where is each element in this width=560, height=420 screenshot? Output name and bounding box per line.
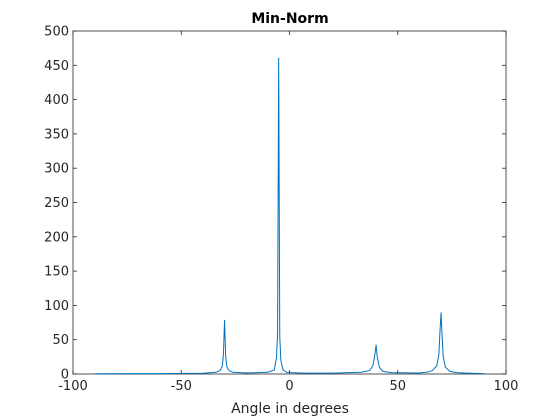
chart-title: Min-Norm [251, 11, 328, 27]
series-line [94, 57, 485, 375]
peak-point [375, 344, 377, 346]
x-axis: -100 -50 0 50 100 [58, 31, 518, 394]
y-tick-label: 50 [52, 333, 69, 348]
y-tick-label: 350 [44, 127, 69, 142]
peak-point [440, 312, 442, 314]
x-tick-label: -100 [58, 379, 88, 394]
y-tick-label: 150 [44, 265, 69, 280]
series-layer [94, 57, 485, 375]
y-tick-label: 500 [44, 25, 69, 40]
peak-point [223, 319, 226, 322]
y-tick-label: 400 [44, 93, 69, 108]
y-tick-label: 200 [44, 230, 69, 245]
x-tick-label: 0 [285, 379, 293, 394]
y-tick-label: 450 [44, 59, 69, 74]
x-axis-label: Angle in degrees [231, 401, 349, 417]
x-tick-label: 50 [389, 379, 406, 394]
y-tick-label: 0 [61, 368, 69, 383]
peak-point [278, 57, 280, 60]
y-axis: 0 50 100 150 200 250 300 350 400 450 500 [44, 25, 506, 383]
y-tick-label: 100 [44, 299, 69, 314]
y-tick-label: 300 [44, 162, 69, 177]
x-tick-label: -50 [171, 379, 192, 394]
y-tick-label: 250 [44, 196, 69, 211]
plot-area [72, 30, 507, 375]
x-tick-label: 100 [494, 379, 519, 394]
